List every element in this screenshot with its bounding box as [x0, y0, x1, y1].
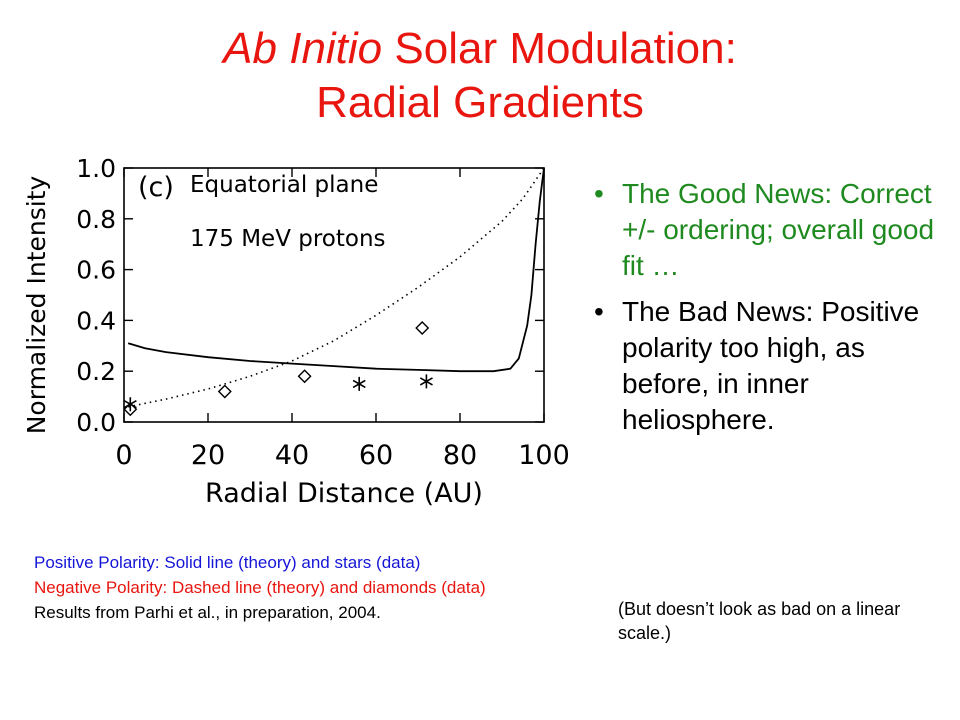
- y-tick-label: 0.8: [76, 205, 116, 234]
- y-tick-label: 0.4: [76, 306, 116, 335]
- y-tick-label: 0.0: [76, 408, 116, 437]
- caption-negative-polarity: Negative Polarity: Dashed line (theory) …: [34, 578, 486, 597]
- x-axis-label: Radial Distance (AU): [205, 478, 483, 509]
- figure-caption: Positive Polarity: Solid line (theory) a…: [34, 550, 594, 625]
- annotation-energy: 175 MeV protons: [190, 226, 386, 252]
- bullet-marker-bad: •: [594, 296, 604, 327]
- slide-title: Ab Initio Solar Modulation: Radial Gradi…: [0, 22, 960, 130]
- linear-scale-note: (But doesn’t look as bad on a linear sca…: [618, 599, 901, 643]
- title-italic: Ab Initio: [223, 24, 383, 73]
- bullet-list: • The Good News: Correct +/- ordering; o…: [594, 176, 944, 438]
- intensity-chart: 0 20 40 60 80 100 0.0 0.2 0.4 0.6 0.8 1.0 Radial Dis…: [22, 154, 570, 509]
- x-tick-label: 100: [518, 440, 570, 471]
- title-line-1: Ab Initio Solar Modulation:: [0, 22, 960, 76]
- diamond-data-point: [415, 321, 430, 336]
- bullet-marker-good: •: [594, 178, 604, 209]
- plot-frame: [123, 167, 545, 423]
- y-tick-label: 0.6: [76, 256, 116, 285]
- title-line-2: Radial Gradients: [316, 78, 644, 127]
- bullet-bad-text: The Bad News: Positive polarity too high…: [622, 296, 920, 435]
- theory-line-solid: [127, 167, 545, 373]
- y-axis-label: Normalized Intensity: [22, 176, 51, 435]
- x-tick-label: 40: [275, 440, 309, 471]
- bullet-good-news: • The Good News: Correct +/- ordering; o…: [594, 176, 944, 284]
- diamond-data-point: [123, 402, 138, 417]
- y-tick-label: 1.0: [76, 154, 116, 183]
- x-tick-label: 80: [443, 440, 477, 471]
- panel-label: (c): [138, 172, 174, 203]
- bullet-good-text: The Good News: Correct +/- ordering; ove…: [622, 178, 935, 281]
- x-tick-label: 0: [115, 440, 132, 471]
- star-data-point: [419, 374, 433, 389]
- title-line-1-rest: Solar Modulation:: [382, 24, 737, 73]
- x-tick-label: 20: [191, 440, 225, 471]
- caption-positive-polarity: Positive Polarity: Solid line (theory) a…: [34, 553, 421, 572]
- diamond-data-point: [297, 369, 312, 384]
- caption-reference: Results from Parhi et al., in preparatio…: [34, 603, 381, 622]
- diamond-data-point: [217, 384, 232, 399]
- bullet-bad-news: • The Bad News: Positive polarity too hi…: [594, 294, 944, 438]
- x-tick-label: 60: [359, 440, 393, 471]
- y-tick-label: 0.2: [76, 357, 116, 386]
- annotation-equatorial-plane: Equatorial plane: [190, 172, 378, 198]
- star-data-point: [352, 376, 366, 391]
